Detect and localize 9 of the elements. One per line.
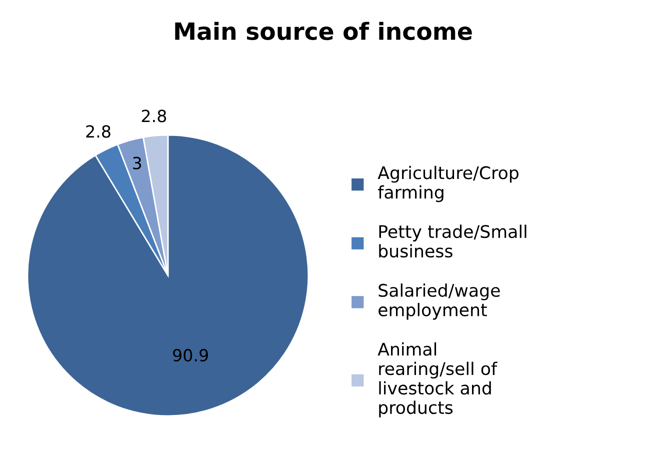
legend-label: Salaried/wage employment (378, 283, 500, 320)
legend-label: Petty trade/Small business (379, 224, 526, 258)
data-label: 90.9 (173, 348, 208, 362)
data-label: 3 (133, 156, 142, 170)
data-label: 2.8 (142, 110, 166, 122)
legend-label: Agriculture/Crop farming (378, 166, 518, 202)
legend-label: Animal rearing/sell of livestock and products (378, 342, 498, 418)
data-label: 2.8 (86, 125, 110, 138)
chart-title: Main source of income (175, 22, 472, 40)
